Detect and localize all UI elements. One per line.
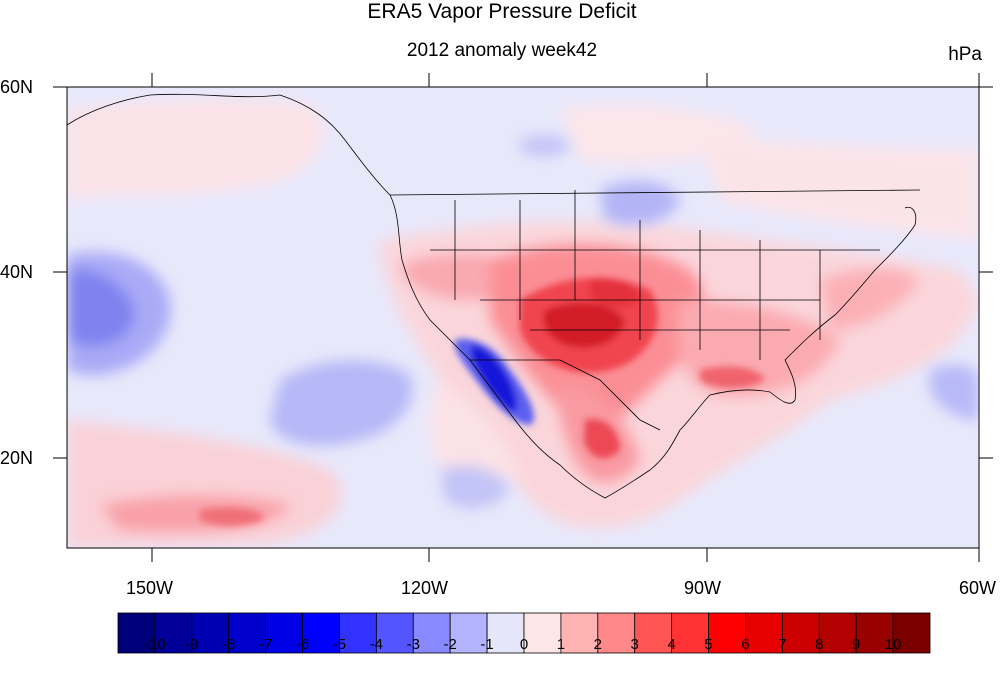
colorbar-label: -10 (144, 636, 166, 653)
colorbar-label: 0 (519, 636, 529, 653)
lat-label-60n: 60N (0, 77, 34, 97)
colorbar-label: -7 (258, 636, 273, 653)
lon-label-150w: 150W (126, 578, 174, 598)
colorbar-box (634, 612, 673, 654)
anomaly-field (67, 87, 979, 548)
colorbar-box (154, 612, 193, 654)
colorbar-label: 5 (704, 636, 713, 653)
colorbar-box (708, 612, 746, 654)
colorbar-label: -1 (480, 636, 494, 653)
colorbar-box (265, 612, 303, 654)
colorbar-label: 10 (884, 636, 902, 653)
colorbar-label: 3 (630, 636, 639, 653)
colorbar-box (671, 612, 709, 654)
colorbar-box (745, 612, 783, 654)
colorbar-box (191, 612, 230, 654)
colorbar-box (486, 612, 525, 654)
map-title: ERA5 Vapor Pressure Deficit (367, 0, 637, 23)
colorbar-label: 6 (741, 636, 750, 653)
colorbar-box (449, 612, 488, 654)
colorbar-label: -2 (443, 636, 457, 653)
colorbar-label: -4 (369, 636, 384, 653)
colorbar-box (892, 612, 931, 654)
lon-label-60w: 60W (959, 578, 997, 598)
map-subtitle: 2012 anomaly week42 (406, 40, 598, 61)
colorbar-label: -6 (295, 636, 310, 653)
colorbar-box (781, 612, 820, 654)
map-frame (66, 86, 980, 549)
lat-label-40n: 40N (0, 262, 34, 282)
colorbar-label: 8 (815, 636, 824, 653)
positive-max-regions (200, 277, 765, 526)
colorbar-box (117, 612, 156, 654)
colorbar-box (560, 612, 599, 654)
colorbar-label: -8 (222, 636, 236, 653)
lon-label-120w: 120W (401, 578, 449, 598)
colorbar-label: -9 (185, 636, 199, 653)
colorbar-label: 2 (593, 636, 602, 653)
colorbar-label: -5 (332, 636, 347, 653)
colorbar-label: 7 (778, 636, 787, 653)
colorbar-box (375, 612, 414, 654)
colorbar-box (339, 612, 377, 654)
lon-label-90w: 90W (684, 578, 722, 598)
lat-label-20n: 20N (0, 448, 34, 468)
axis-ticks (53, 73, 993, 562)
coastlines-and-borders (67, 93, 921, 499)
colorbar-label: -3 (406, 636, 420, 653)
colorbar-box (412, 612, 451, 654)
units-label: hPa (948, 44, 982, 65)
colorbar-box (302, 612, 340, 654)
colorbar-label: 9 (852, 636, 861, 653)
colorbar-box (855, 612, 894, 654)
colorbar-label: 4 (667, 636, 676, 653)
colorbar-box (818, 612, 857, 654)
colorbar-label: 1 (556, 636, 566, 653)
colorbar-box (523, 612, 562, 654)
